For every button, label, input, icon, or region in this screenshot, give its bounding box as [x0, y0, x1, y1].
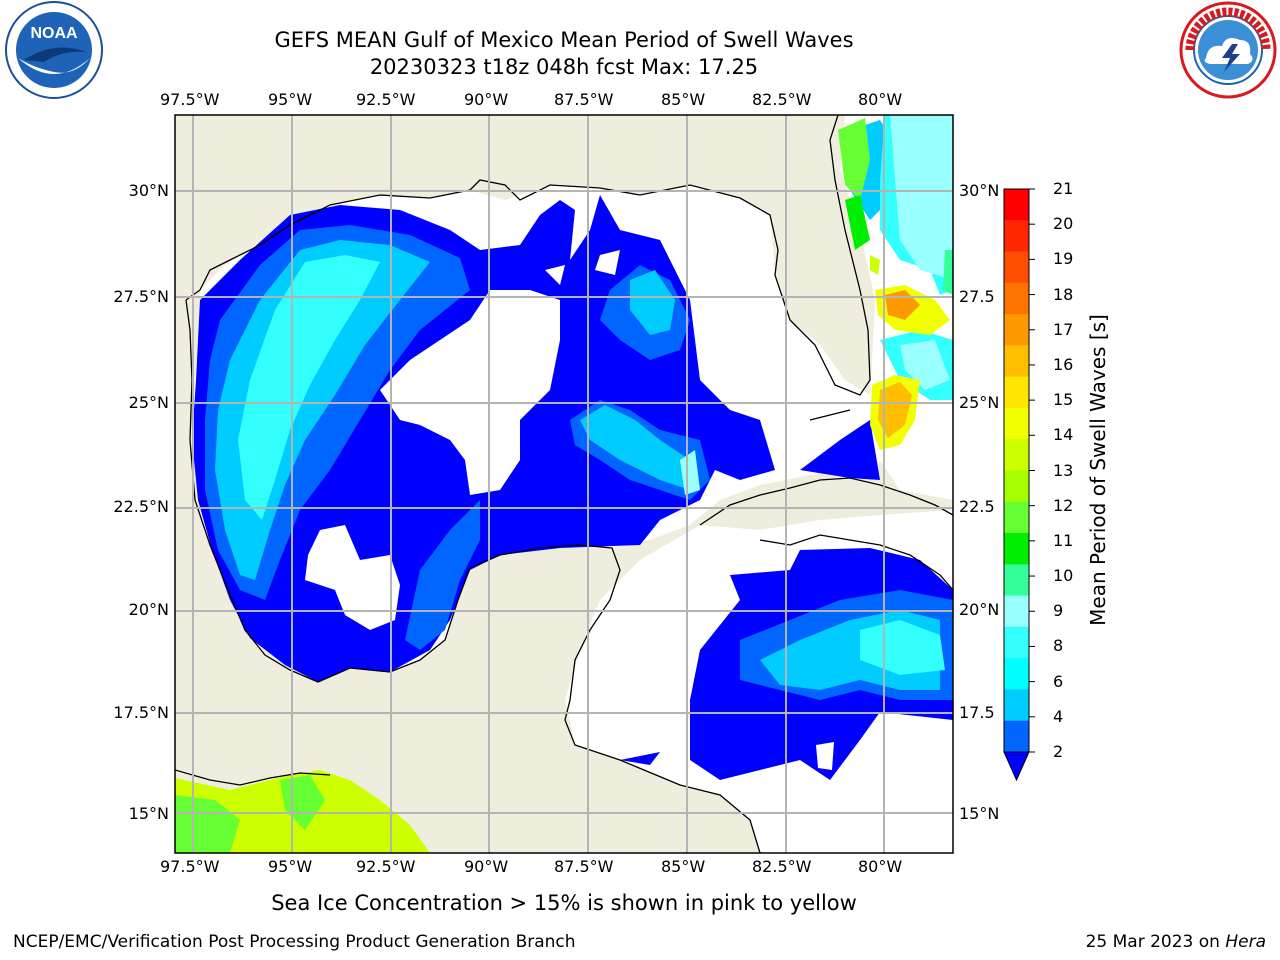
footer-credit: NCEP/EMC/Verification Post Processing Pr… [13, 932, 576, 952]
colorbar-segment [1004, 439, 1029, 471]
colorbar-tick-label: 13 [1053, 460, 1074, 480]
colorbar-segment [1004, 345, 1029, 378]
colorbar-tick-label: 20 [1053, 214, 1074, 234]
lon-label: 85°W [661, 857, 706, 876]
lat-label: 22.5°N [113, 497, 169, 516]
lat-label: 17.5 [959, 703, 995, 722]
colorbar-tick-label: 9 [1053, 601, 1064, 621]
colorbar-label: Mean Period of Swell Waves [s] [1086, 314, 1110, 626]
lon-label: 97.5°W [160, 857, 220, 876]
lat-label: 27.5 [959, 287, 995, 306]
lat-label: 20°N [959, 600, 1000, 619]
lon-label: 97.5°W [160, 90, 220, 109]
footer-date-text: 25 Mar 2023 on [1085, 932, 1220, 952]
nws-logo [1179, 1, 1277, 99]
footer-host: Hera [1225, 932, 1266, 952]
lon-label: 95°W [268, 90, 313, 109]
map-gridlines [175, 115, 953, 853]
colorbar-segment [1004, 251, 1029, 284]
swell-band-9-10 [680, 115, 953, 495]
lat-label: 17.5°N [113, 703, 169, 722]
lat-label: 25°N [959, 393, 1000, 412]
colorbar-segment [1004, 533, 1029, 565]
lon-label: 92.5°W [356, 90, 416, 109]
colorbar-tick-label: 6 [1053, 671, 1064, 691]
colorbar-segment [1004, 470, 1029, 503]
colorbar-tick-label: 17 [1053, 319, 1074, 339]
colorbar-tick-label: 10 [1053, 566, 1074, 586]
colorbar-tick-label: 14 [1053, 425, 1074, 445]
colorbar-tick-label: 4 [1053, 706, 1064, 726]
lon-label: 80°W [858, 90, 903, 109]
colorbar-segment [1004, 626, 1029, 659]
colorbar-tick-label: 19 [1053, 249, 1074, 269]
map-subtitle: 20230323 t18z 048h fcst Max: 17.25 [369, 55, 759, 79]
colorbar-tick-label: 18 [1053, 284, 1074, 304]
lon-label: 80°W [858, 857, 903, 876]
colorbar-segment [1004, 314, 1029, 346]
swell-band-10-13 [838, 118, 953, 295]
noaa-logo: NOAA [5, 1, 103, 99]
lon-label: 90°W [464, 90, 509, 109]
colorbar-extend-arrow [1003, 751, 1030, 782]
colorbar-segment [1004, 407, 1029, 440]
lon-label: 87.5°W [554, 857, 614, 876]
lat-label: 30°N [128, 181, 169, 200]
lon-label: 85°W [661, 90, 706, 109]
colorbar-segment [1004, 564, 1029, 597]
colorbar-tick-label: 15 [1053, 390, 1074, 410]
footer-date: 25 Mar 2023 on Hera [1086, 932, 1266, 952]
colorbar-segment [1004, 376, 1029, 409]
colorbar-segment [1004, 189, 1029, 221]
colorbar-segment [1004, 501, 1029, 534]
colorbar-segment [1004, 658, 1029, 690]
colorbar-tick-label: 11 [1053, 530, 1074, 550]
colorbar-tick-label: 2 [1053, 742, 1064, 761]
lat-label: 20°N [128, 600, 169, 619]
colorbar-segment [1004, 595, 1029, 628]
lat-label: 25°N [128, 393, 169, 412]
colorbar-segment [1004, 282, 1029, 315]
colorbar-tick-label: 21 [1053, 179, 1074, 198]
lat-label: 15°N [128, 804, 169, 823]
noaa-logo-text: NOAA [30, 25, 78, 42]
lat-label: 30°N [959, 181, 1000, 200]
colorbar [1003, 188, 1035, 782]
lon-label: 90°W [464, 857, 509, 876]
lon-label: 92.5°W [356, 857, 416, 876]
pacific-swell-area [175, 770, 430, 853]
lat-label: 22.5 [959, 497, 995, 516]
lat-label: 15°N [959, 804, 1000, 823]
colorbar-tick-label: 8 [1053, 636, 1064, 656]
lat-label: 27.5°N [113, 287, 169, 306]
lon-label: 95°W [268, 857, 313, 876]
lon-label: 82.5°W [752, 90, 812, 109]
colorbar-segment [1004, 720, 1029, 753]
map-frame [174, 114, 954, 854]
colorbar-tick-label: 16 [1053, 354, 1074, 374]
colorbar-segment [1004, 689, 1029, 722]
colorbar-tick-label: 12 [1053, 495, 1074, 515]
lon-label: 87.5°W [554, 90, 614, 109]
swell-missing-areas [305, 250, 834, 770]
lon-label: 82.5°W [752, 857, 812, 876]
map-title: GEFS MEAN Gulf of Mexico Mean Period of … [274, 28, 854, 52]
sea-ice-note: Sea Ice Concentration > 15% is shown in … [271, 891, 857, 915]
colorbar-segment [1004, 220, 1029, 253]
